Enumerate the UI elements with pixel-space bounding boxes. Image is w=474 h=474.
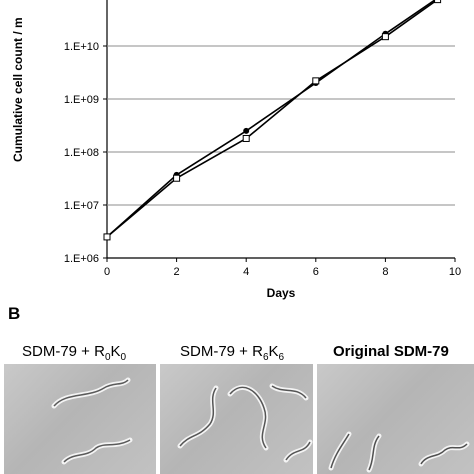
x-tick-label: 6 bbox=[313, 266, 319, 278]
caption-original: Original SDM-79 bbox=[333, 343, 449, 360]
data-series bbox=[103, 0, 442, 241]
y-tick-labels: 1.E+06 1.E+07 1.E+08 1.E+09 1.E+10 bbox=[64, 41, 99, 265]
x-tick-label: 8 bbox=[382, 266, 388, 278]
micrograph-original bbox=[317, 364, 474, 474]
growth-chart: 1.E+06 1.E+07 1.E+08 1.E+09 1.E+10 0 2 4 6 8 10 D… bbox=[11, 0, 461, 300]
data-point bbox=[381, 33, 389, 41]
data-point bbox=[173, 174, 181, 182]
x-tick-label: 2 bbox=[174, 266, 180, 278]
micrograph-r0k0 bbox=[4, 364, 156, 474]
y-tick-label: 1.E+09 bbox=[64, 94, 99, 106]
panel-b-label: B bbox=[8, 304, 21, 323]
caption-r6k6: SDM-79 + R6K6 bbox=[180, 343, 285, 363]
x-tick-label: 10 bbox=[449, 266, 461, 278]
data-point bbox=[243, 127, 250, 134]
y-tick-label: 1.E+07 bbox=[64, 200, 99, 212]
caption-r0k0: SDM-79 + R0K0 bbox=[22, 343, 127, 363]
x-tick-labels: 0 2 4 6 8 10 bbox=[104, 266, 461, 278]
series-line bbox=[106, 0, 437, 238]
data-point bbox=[242, 134, 250, 142]
gridlines bbox=[103, 45, 456, 262]
y-tick-label: 1.E+10 bbox=[64, 41, 99, 53]
x-axis-title: Days bbox=[267, 286, 296, 300]
y-axis-title: Cumulative cell count / m bbox=[11, 17, 25, 162]
series-line bbox=[106, 0, 439, 238]
micrograph-r6k6 bbox=[160, 364, 313, 474]
y-tick-label: 1.E+08 bbox=[64, 147, 99, 159]
data-point bbox=[434, 0, 442, 4]
data-point bbox=[103, 233, 111, 241]
data-point bbox=[312, 77, 320, 85]
x-tick-label: 4 bbox=[243, 266, 249, 278]
x-tick-label: 0 bbox=[104, 266, 110, 278]
y-tick-label: 1.E+06 bbox=[64, 253, 99, 265]
